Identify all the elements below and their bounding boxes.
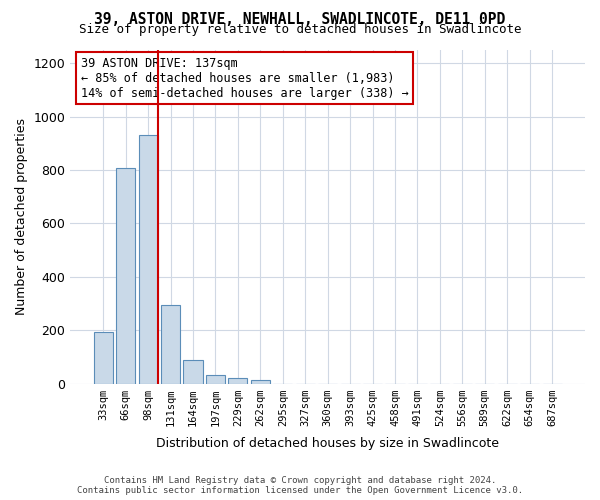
Bar (116, 168, 135, 384)
Text: 39, ASTON DRIVE, NEWHALL, SWADLINCOTE, DE11 0PD: 39, ASTON DRIVE, NEWHALL, SWADLINCOTE, D… (94, 12, 506, 28)
Bar (251, 380, 270, 384)
X-axis label: Distribution of detached houses by size in Swadlincote: Distribution of detached houses by size … (156, 437, 499, 450)
Text: Size of property relative to detached houses in Swadlincote: Size of property relative to detached ho… (79, 22, 521, 36)
Bar (229, 378, 247, 384)
Y-axis label: Number of detached properties: Number of detached properties (15, 118, 28, 316)
Text: 39 ASTON DRIVE: 137sqm
← 85% of detached houses are smaller (1,983)
14% of semi-: 39 ASTON DRIVE: 137sqm ← 85% of detached… (80, 56, 409, 100)
Bar (184, 360, 203, 384)
Bar (139, 136, 158, 384)
Text: Contains HM Land Registry data © Crown copyright and database right 2024.
Contai: Contains HM Land Registry data © Crown c… (77, 476, 523, 495)
Bar (94, 332, 113, 384)
Bar (161, 305, 180, 384)
Bar (206, 374, 225, 384)
